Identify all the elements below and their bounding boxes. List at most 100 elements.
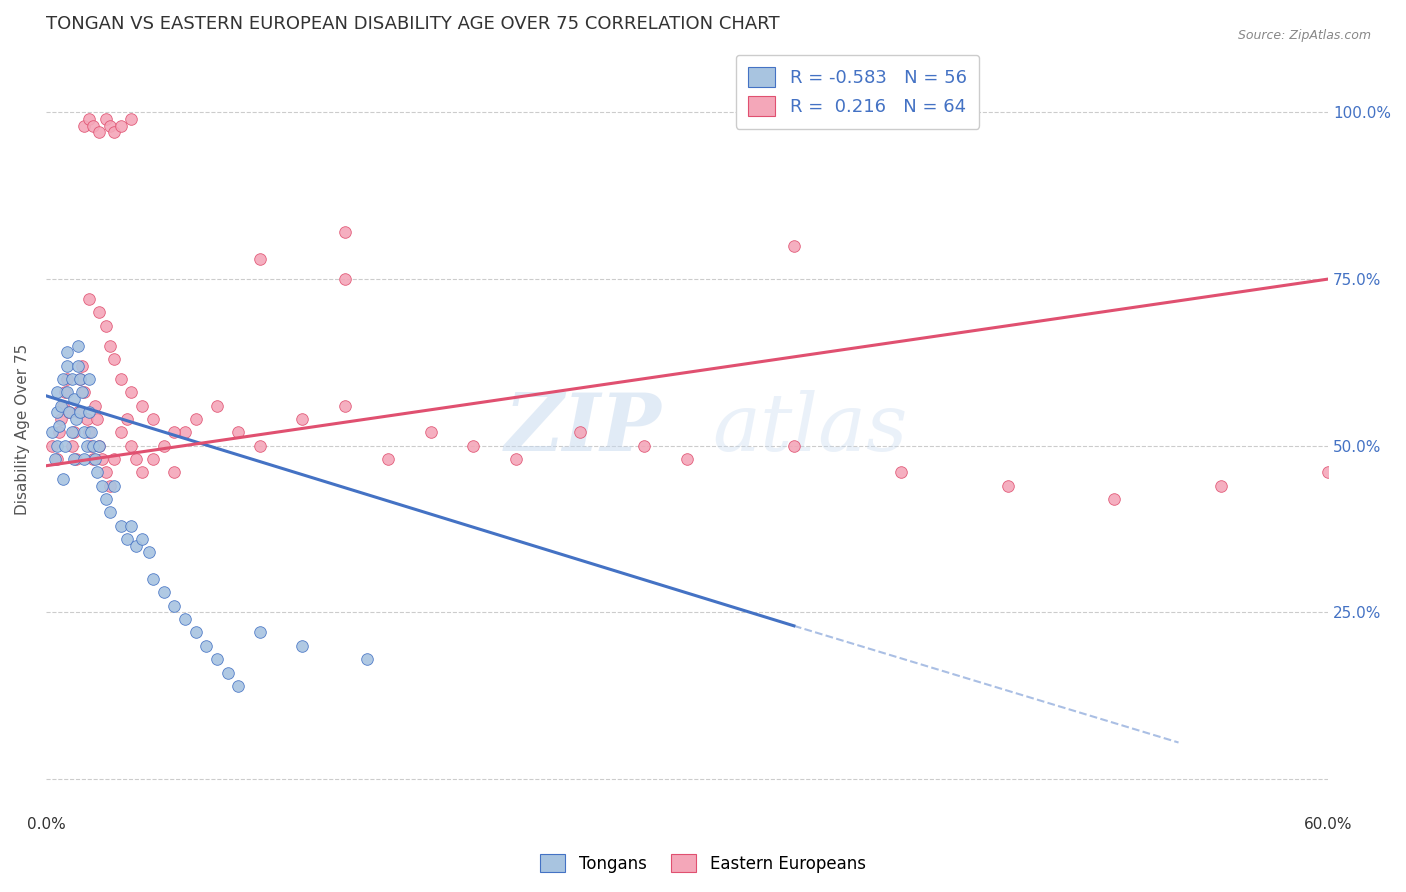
Point <box>131 399 153 413</box>
Point <box>76 412 98 426</box>
Point <box>138 545 160 559</box>
Point <box>82 439 104 453</box>
Point <box>217 665 239 680</box>
Point <box>333 399 356 413</box>
Point <box>49 412 72 426</box>
Point <box>41 439 63 453</box>
Point <box>103 352 125 367</box>
Text: ZIP: ZIP <box>505 391 661 467</box>
Point <box>98 119 121 133</box>
Point <box>1104 492 1126 507</box>
Point <box>377 452 399 467</box>
Point <box>125 452 148 467</box>
Point <box>69 405 91 419</box>
Point <box>205 399 228 413</box>
Point <box>419 425 441 440</box>
Point <box>505 452 527 467</box>
Text: atlas: atlas <box>713 391 908 467</box>
Point <box>69 372 91 386</box>
Point <box>94 318 117 333</box>
Point <box>142 412 165 426</box>
Point <box>463 439 485 453</box>
Point <box>77 112 100 126</box>
Point <box>163 425 186 440</box>
Point <box>77 372 100 386</box>
Point <box>45 439 67 453</box>
Point <box>98 506 121 520</box>
Point <box>152 585 174 599</box>
Point <box>110 425 132 440</box>
Point <box>48 418 70 433</box>
Point <box>80 439 103 453</box>
Point <box>72 385 94 400</box>
Point <box>45 405 67 419</box>
Point <box>125 539 148 553</box>
Point <box>173 425 195 440</box>
Point <box>98 339 121 353</box>
Point <box>62 425 84 440</box>
Point <box>249 625 271 640</box>
Text: TONGAN VS EASTERN EUROPEAN DISABILITY AGE OVER 75 CORRELATION CHART: TONGAN VS EASTERN EUROPEAN DISABILITY AG… <box>46 15 779 33</box>
Legend: Tongans, Eastern Europeans: Tongans, Eastern Europeans <box>533 847 873 880</box>
Point <box>131 466 153 480</box>
Point <box>142 572 165 586</box>
Point <box>89 305 111 319</box>
Point <box>56 359 79 373</box>
Point <box>291 412 314 426</box>
Point <box>65 452 87 467</box>
Point <box>356 652 378 666</box>
Point <box>103 479 125 493</box>
Point <box>783 238 806 252</box>
Point <box>98 479 121 493</box>
Point <box>65 412 87 426</box>
Point <box>56 372 79 386</box>
Point <box>66 359 89 373</box>
Point <box>60 372 83 386</box>
Point <box>80 425 103 440</box>
Point <box>53 385 76 400</box>
Point <box>676 452 699 467</box>
Point <box>142 452 165 467</box>
Point <box>62 452 84 467</box>
Point <box>783 439 806 453</box>
Point <box>890 466 912 480</box>
Point <box>115 412 138 426</box>
Point <box>120 112 142 126</box>
Point <box>77 405 100 419</box>
Point <box>131 532 153 546</box>
Point <box>184 625 207 640</box>
Point <box>333 272 356 286</box>
Point <box>45 452 67 467</box>
Point <box>52 372 75 386</box>
Point <box>90 479 112 493</box>
Point <box>184 412 207 426</box>
Point <box>997 479 1019 493</box>
Point <box>103 125 125 139</box>
Point <box>45 385 67 400</box>
Point <box>58 405 80 419</box>
Point <box>77 425 100 440</box>
Point <box>291 639 314 653</box>
Point <box>60 439 83 453</box>
Point <box>73 452 96 467</box>
Point <box>76 439 98 453</box>
Point <box>56 345 79 359</box>
Point <box>163 466 186 480</box>
Point <box>569 425 592 440</box>
Point <box>69 372 91 386</box>
Point <box>94 492 117 507</box>
Point <box>94 466 117 480</box>
Point <box>49 399 72 413</box>
Point <box>53 439 76 453</box>
Point <box>72 359 94 373</box>
Point <box>249 439 271 453</box>
Legend: R = -0.583   N = 56, R =  0.216   N = 64: R = -0.583 N = 56, R = 0.216 N = 64 <box>735 54 980 128</box>
Point <box>120 439 142 453</box>
Point <box>110 518 132 533</box>
Point <box>73 425 96 440</box>
Point <box>82 452 104 467</box>
Point <box>120 385 142 400</box>
Point <box>48 425 70 440</box>
Point <box>333 226 356 240</box>
Point <box>84 452 107 467</box>
